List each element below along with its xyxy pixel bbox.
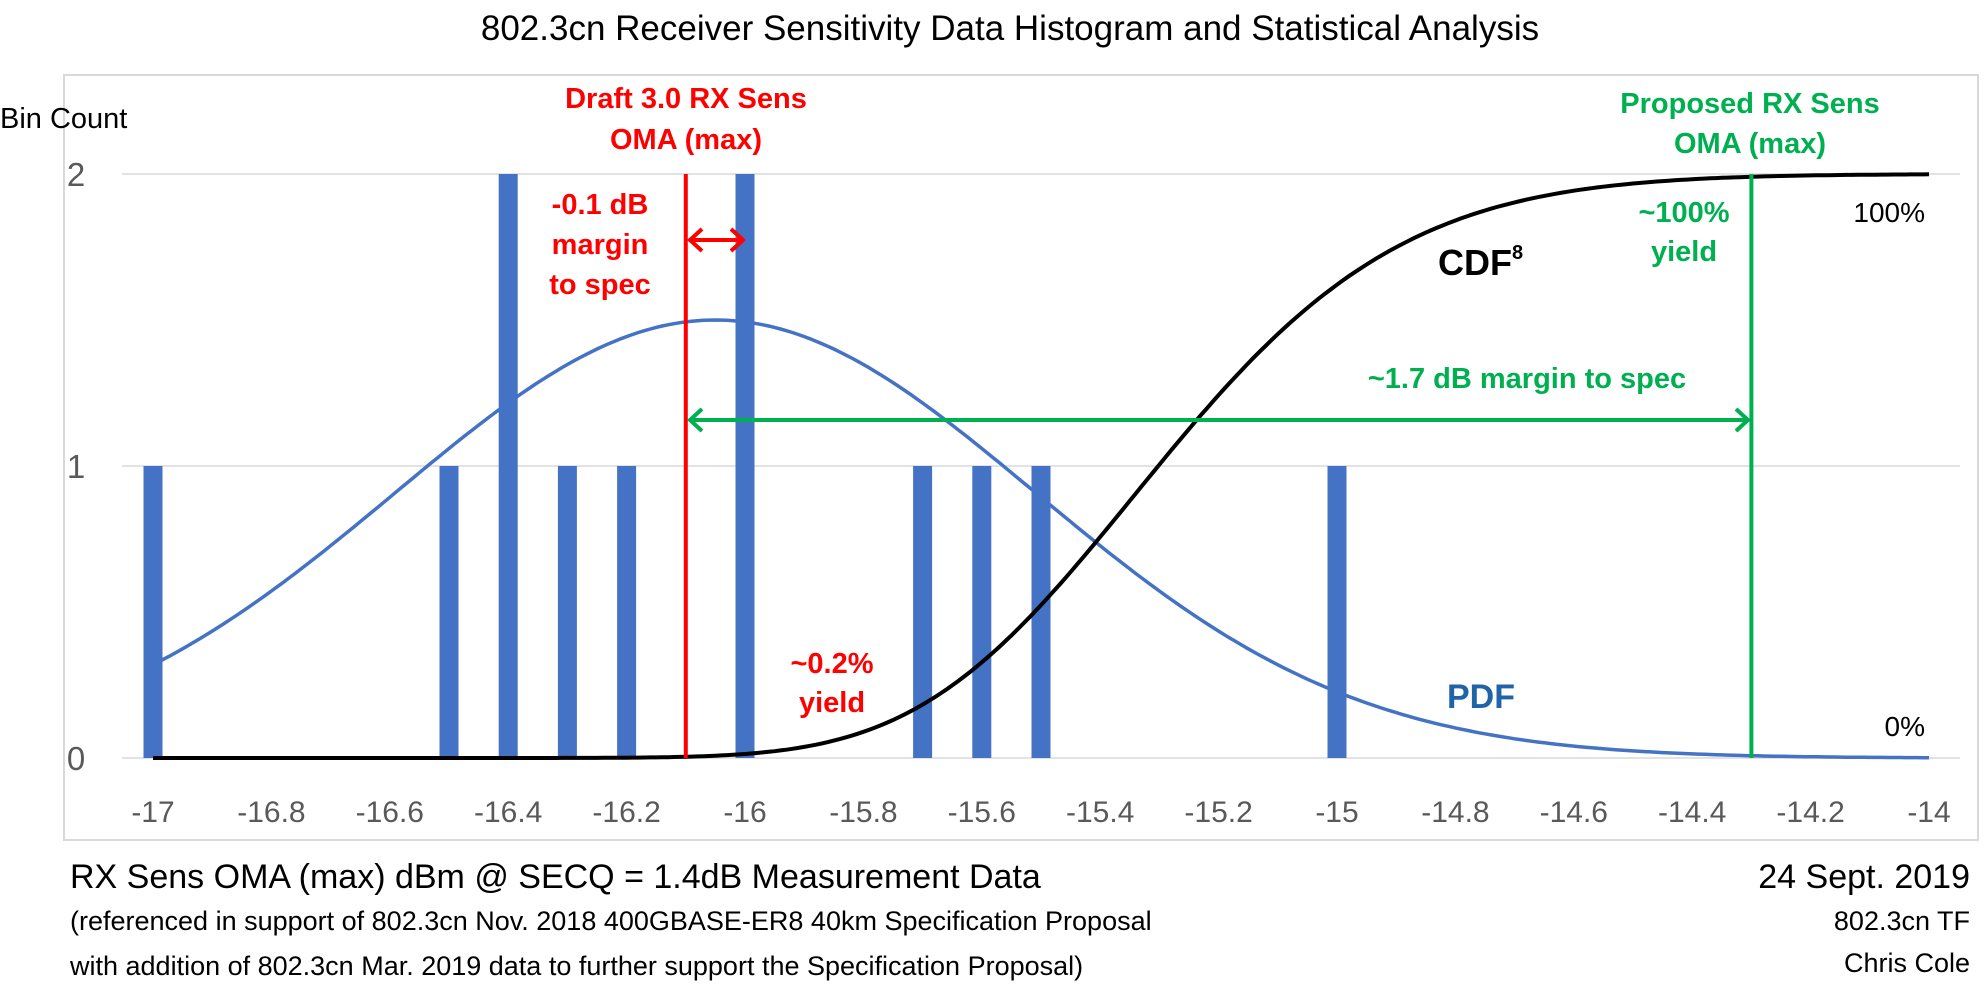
x-tick-label: -15.8	[829, 796, 897, 829]
caption-main: RX Sens OMA (max) dBm @ SECQ = 1.4dB Mea…	[70, 858, 1041, 896]
histogram-bar	[617, 466, 637, 758]
cdf-0-percent: 0%	[1885, 711, 1925, 742]
proposed-label-line1: Proposed RX Sens	[1620, 88, 1879, 120]
y-tick-label: 1	[67, 448, 85, 485]
author-label: Chris Cole	[1844, 948, 1970, 978]
x-tick-label: -16	[723, 796, 766, 829]
bars	[143, 174, 1347, 758]
proposed-annotation: Proposed RX Sens OMA (max) ~100% yield ~…	[1368, 88, 1880, 395]
cdf-curve	[153, 172, 1930, 760]
draft-margin-line2: margin	[552, 229, 649, 261]
plot-frame	[63, 74, 1979, 841]
x-tick-label: -14.8	[1421, 796, 1489, 829]
draft-label-line1: Draft 3.0 RX Sens	[565, 83, 807, 115]
histogram-bar	[557, 466, 577, 758]
x-tick-label: -14	[1907, 796, 1950, 829]
x-tick-label: -16.4	[474, 796, 542, 829]
y-tick-labels: 0 1 2	[67, 156, 85, 777]
x-tick-label: -14.4	[1658, 796, 1726, 829]
pdf-curve	[152, 318, 1929, 760]
x-tick-label: -17	[131, 796, 174, 829]
x-tick-label: -16.8	[237, 796, 305, 829]
proposed-yield-line2: yield	[1651, 236, 1717, 268]
proposed-margin-label: ~1.7 dB margin to spec	[1368, 363, 1686, 395]
caption-line3: with addition of 802.3cn Mar. 2019 data …	[69, 951, 1083, 981]
histogram-bar	[498, 174, 518, 758]
histogram-bar	[735, 174, 755, 758]
y-tick-label: 2	[67, 156, 85, 193]
y-axis-label: Bin Count	[0, 103, 127, 135]
x-tick-label: -15.6	[948, 796, 1016, 829]
histogram-bar	[913, 466, 933, 758]
cdf-label: CDF8	[1438, 242, 1523, 283]
caption-line2: (referenced in support of 802.3cn Nov. 2…	[70, 906, 1152, 936]
proposed-label-line2: OMA (max)	[1674, 128, 1826, 160]
reference-lines	[683, 174, 1754, 758]
curves	[152, 172, 1930, 760]
draft-yield-line1: ~0.2%	[790, 648, 873, 680]
histogram-bar	[1327, 466, 1347, 758]
draft-margin-line1: -0.1 dB	[552, 189, 649, 221]
x-tick-label: -15	[1315, 796, 1358, 829]
chart-title: 802.3cn Receiver Sensitivity Data Histog…	[481, 9, 1539, 48]
draft-label-line2: OMA (max)	[610, 124, 762, 156]
draft-annotation: Draft 3.0 RX Sens OMA (max) -0.1 dB marg…	[549, 83, 873, 719]
draft-yield-line2: yield	[799, 687, 865, 719]
x-tick-label: -16.6	[356, 796, 424, 829]
histogram-bar	[439, 466, 459, 758]
histogram-bar	[1031, 466, 1051, 758]
histogram-bar	[143, 466, 163, 758]
proposed-margin-arrow	[687, 407, 1751, 433]
group-label: 802.3cn TF	[1834, 906, 1970, 936]
draft-margin-line3: to spec	[549, 269, 651, 301]
date-label: 24 Sept. 2019	[1758, 858, 1970, 896]
cdf-100-percent: 100%	[1853, 197, 1925, 228]
pdf-label: PDF	[1447, 678, 1515, 716]
x-tick-label: -16.2	[592, 796, 660, 829]
histogram-bar	[972, 466, 992, 758]
x-tick-label: -15.4	[1066, 796, 1134, 829]
x-tick-label: -15.2	[1184, 796, 1252, 829]
x-tick-label: -14.6	[1540, 796, 1608, 829]
x-tick-labels: -17 -16.8 -16.6 -16.4 -16.2 -16 -15.8 -15.6 -15.…	[131, 796, 1950, 829]
x-tick-label: -14.2	[1776, 796, 1844, 829]
proposed-yield-line1: ~100%	[1638, 197, 1729, 229]
y-tick-label: 0	[67, 740, 85, 777]
draft-margin-arrow	[687, 227, 746, 253]
